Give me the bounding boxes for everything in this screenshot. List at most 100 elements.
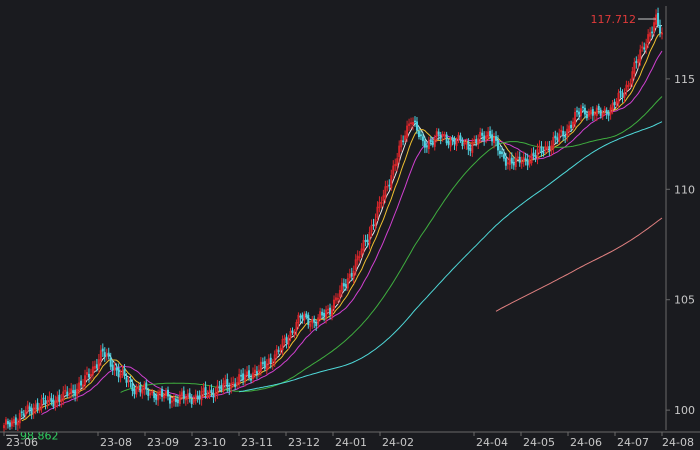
candle [554,130,557,144]
candle [206,390,209,400]
candle [307,312,310,329]
candle [14,414,17,430]
candle [593,110,596,121]
candle [232,376,235,388]
candle [431,137,434,148]
candle [20,407,23,418]
candle [244,369,247,387]
candle [82,378,85,391]
candle [461,137,464,150]
candle [230,377,233,394]
candle [80,375,83,388]
candle [10,417,13,430]
candle [155,393,158,405]
ma250-line [495,217,663,312]
x-tick-label: 24-07 [617,436,649,449]
candle [208,385,211,400]
candle [651,26,654,38]
candle [502,149,505,162]
x-tick-label: 23-10 [194,436,226,449]
candle [129,375,132,388]
candle [615,97,618,109]
candle [40,394,43,413]
candle [475,135,478,147]
candle [163,392,166,402]
y-axis: 100 105 110 115 [665,6,695,430]
candle [629,78,632,89]
candle [384,180,387,203]
candle [174,395,177,407]
x-tick-label: 23-06 [6,436,38,449]
candle [386,180,389,192]
candle [546,141,549,153]
candle [313,315,316,329]
candle [518,151,521,167]
candle [376,201,379,222]
candle [380,196,383,209]
candle [109,352,112,370]
candle [321,308,324,320]
candle [246,366,249,380]
candle [188,388,191,403]
candle [607,109,610,122]
candle [176,395,179,407]
candle [251,367,254,384]
candle [619,87,622,99]
candle [625,80,628,96]
candle [558,128,561,144]
candle [556,132,559,144]
candle [570,120,573,133]
extreme-annotations: 117.712 98.862 [6,13,657,442]
candle [544,141,547,154]
candle [299,313,302,323]
candle [210,384,213,398]
candle [471,138,474,157]
candle [352,265,355,284]
x-tick-label: 23-12 [288,436,320,449]
candle [581,103,584,113]
candle [406,120,409,142]
candle [508,153,511,171]
candle [423,136,426,154]
candle [579,104,582,122]
y-tick-label: 105 [674,294,695,307]
candle [178,390,181,407]
candle [305,311,308,320]
candle [56,391,59,408]
candle [637,54,640,69]
candle [22,409,25,419]
candle [516,150,519,161]
candle [34,400,37,415]
candle [323,309,326,322]
candle [317,314,320,329]
candle [214,387,217,402]
candle [451,135,454,146]
candle [198,390,201,405]
candle [265,359,268,375]
candle [327,304,330,316]
candle [453,136,456,150]
candle [127,376,130,388]
candle [627,80,630,91]
candle [481,128,484,142]
candle [520,156,523,169]
candle [170,397,173,408]
candle [408,118,411,131]
candle [538,140,541,154]
candle [315,320,318,332]
candle [356,250,359,266]
candle [435,127,438,143]
candle [412,117,415,131]
candle [44,395,47,410]
candle [26,400,29,414]
candle [433,134,436,151]
x-tick-label: 24-04 [476,436,508,449]
candle [192,395,195,406]
candle [269,353,272,369]
candle [338,285,341,303]
candle [125,373,128,388]
candle [285,333,288,349]
candle [643,42,646,53]
candle [257,364,260,378]
candle [574,107,577,128]
